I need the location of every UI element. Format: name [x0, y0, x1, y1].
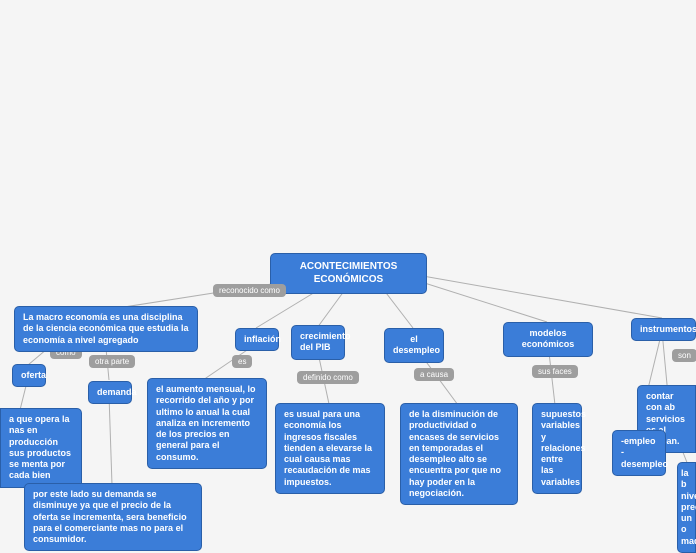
node-instrumentos: instrumentos	[631, 318, 696, 341]
node-inflacion: inflación	[235, 328, 279, 351]
node-macro: La macro economía es una disciplina de l…	[14, 306, 198, 352]
macro-label: La macro economía es una disciplina de l…	[23, 312, 189, 345]
demanda-desc-label: por este lado su demanda se disminuye ya…	[33, 489, 187, 544]
empleo-label: -empleo - desempleo	[621, 436, 668, 469]
link-a-causa: a causa	[414, 368, 454, 381]
node-demanda-desc: por este lado su demanda se disminuye ya…	[24, 483, 202, 551]
node-oferta: oferta	[12, 364, 46, 387]
link-reconocido: reconocido como	[213, 284, 286, 297]
link-es: es	[232, 355, 252, 368]
link-definido: definido como	[297, 371, 359, 384]
node-demanda: demanda	[88, 381, 132, 404]
node-oferta-desc: a que opera la nas en producción sus pro…	[0, 408, 82, 488]
node-aumento: el aumento mensual, lo recorrido del año…	[147, 378, 267, 469]
node-supuestos: supuestos variables y relaciones entre l…	[532, 403, 582, 494]
demanda-label: demanda	[97, 387, 137, 397]
node-usual: es usual para una economía los ingresos …	[275, 403, 385, 494]
instrumentos-label: instrumentos	[640, 324, 696, 334]
desempleo-label: el desempleo	[393, 334, 440, 355]
disminucion-label: de la disminución de productividad o enc…	[409, 409, 501, 498]
node-modelos: modelos económicos	[503, 322, 593, 357]
node-disminucion: de la disminución de productividad o enc…	[400, 403, 518, 505]
root-node: ACONTECIMIENTOS ECONÓMICOS	[270, 253, 427, 294]
link-sus-faces: sus faces	[532, 365, 578, 378]
node-crecimiento: crecimiento del PIB	[291, 325, 345, 360]
oferta-label: oferta	[21, 370, 46, 380]
nivel-label: la b nive pred un o mad	[681, 468, 696, 546]
aumento-label: el aumento mensual, lo recorrido del año…	[156, 384, 256, 462]
link-son: son	[672, 349, 696, 362]
modelos-label: modelos económicos	[522, 328, 575, 349]
crecimiento-label: crecimiento del PIB	[300, 331, 351, 352]
oferta-desc-label: a que opera la nas en producción sus pro…	[9, 414, 71, 480]
root-label: ACONTECIMIENTOS ECONÓMICOS	[300, 261, 398, 285]
usual-label: es usual para una economía los ingresos …	[284, 409, 372, 487]
link-otra-parte: otra parte	[89, 355, 135, 368]
node-desempleo: el desempleo	[384, 328, 444, 363]
node-empleo: -empleo - desempleo	[612, 430, 666, 476]
node-nivel: la b nive pred un o mad	[677, 462, 696, 553]
inflacion-label: inflación	[244, 334, 281, 344]
supuestos-label: supuestos variables y relaciones entre l…	[541, 409, 586, 487]
concept-map-canvas: ACONTECIMIENTOS ECONÓMICOS reconocido co…	[0, 0, 696, 520]
